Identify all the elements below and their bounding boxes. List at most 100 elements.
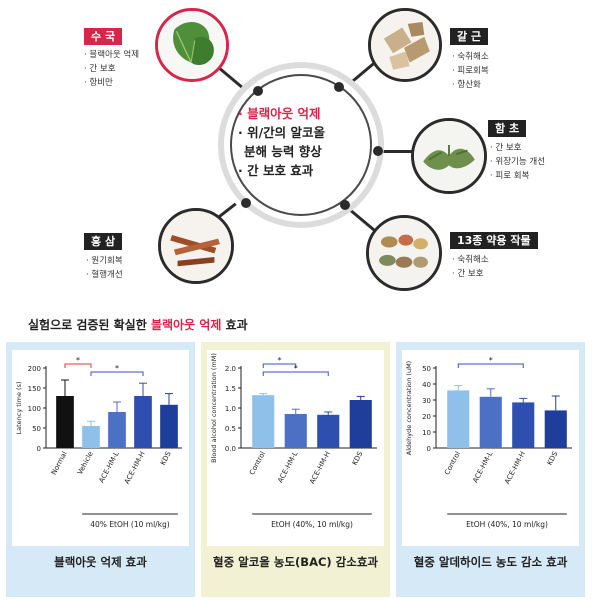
bar	[82, 426, 100, 448]
y-tick-label: 2.0	[225, 365, 236, 373]
latency-chart: 0 50 100 150 200 Latency time (s) Normal Vehicl…	[15, 356, 182, 529]
x-axis-label: EtOH (40%, 10 ml/kg)	[271, 520, 353, 529]
x-tick-label: ACE-HM-H	[308, 450, 332, 485]
bar	[108, 412, 126, 448]
significance-bracket	[262, 363, 297, 368]
chart-frame: 0 50 100 150 200 Latency time (s) Normal Vehicl…	[12, 350, 189, 546]
chart-frame: 0 10 20 30 40 50 Aldehyde concentration (uM) Co…	[402, 350, 579, 546]
center-line: · 간 보호 효과	[238, 163, 314, 178]
chart-frame: 0.0 0.5 1.0 1.5 2.0 Blood alcohol concentrati…	[207, 350, 384, 546]
herb-benefit: · 피로 회복	[490, 171, 530, 181]
bar	[252, 395, 275, 448]
center-ring-inner	[230, 74, 372, 216]
bar	[544, 410, 567, 448]
y-tick-label: 200	[28, 365, 41, 373]
y-tick-label: 0.0	[225, 445, 236, 453]
significance-bracket	[64, 363, 92, 368]
herb-benefit: · 숙취해소	[452, 255, 489, 265]
chart-panel-bac: 0.0 0.5 1.0 1.5 2.0 Blood alcohol concentrati…	[201, 342, 390, 597]
panel-caption: 혈중 알데하이드 농도 감소 효과	[413, 555, 568, 569]
chart-panel-blackout: 0 50 100 150 200 Latency time (s) Normal Vehicl…	[6, 342, 195, 597]
herb-benefit: · 원기회복	[86, 256, 123, 266]
herbal-powders-icon	[366, 215, 442, 291]
y-tick-label: 0	[37, 445, 41, 453]
y-axis-label: Blood alcohol concentration (mM)	[210, 353, 218, 463]
y-tick-label: 1.5	[225, 385, 236, 393]
y-tick-label: 0.5	[225, 425, 236, 433]
x-tick-label: ACE-HM-L	[471, 450, 494, 484]
aldehyde-chart: 0 10 20 30 40 50 Aldehyde concentration (uM) Co…	[405, 356, 572, 529]
connector-dot	[241, 198, 251, 208]
infographic: · 블랙아웃 억제 · 위/간의 알코올 분해 능력 향상 · 간 보호 효과 …	[84, 8, 546, 291]
center-benefits: · 블랙아웃 억제 · 위/간의 알코올 분해 능력 향상 · 간 보호 효과	[238, 104, 368, 180]
significance-bracket	[262, 371, 329, 376]
x-axis-label: EtOH (40%, 10 ml/kg)	[466, 520, 548, 529]
x-tick-label: ACE-HM-L	[276, 450, 299, 484]
panel-caption: 혈중 알코올 농도(BAC) 감소효과	[212, 555, 378, 569]
x-tick-label: KDS	[351, 450, 365, 467]
connector-dot	[334, 82, 344, 92]
bar	[512, 402, 535, 448]
y-tick-label: 50	[32, 425, 41, 433]
hydrangea-leaf-icon	[155, 8, 229, 82]
significance-marker: *	[76, 356, 80, 365]
center-line: · 위/간의 알코올	[238, 125, 326, 140]
section-headline: 실험으로 검증된 확실한 블랙아웃 억제 효과	[28, 316, 248, 333]
bar	[349, 400, 372, 448]
red-ginseng-icon	[158, 208, 234, 284]
x-tick-label: Control	[248, 450, 267, 476]
herb-label-yakyong: 13종 약용 작물	[450, 232, 538, 249]
herb-benefit: · 숙취해소	[452, 52, 489, 62]
bar	[160, 404, 178, 448]
connector-hamcho	[378, 150, 418, 153]
herb-benefit: · 간 보호	[490, 143, 522, 153]
herb-benefit: · 피로회복	[452, 66, 489, 76]
connector-dot	[340, 200, 350, 210]
herb-benefit: · 간 보호	[84, 64, 116, 74]
center-line: 분해 능력 향상	[244, 144, 322, 159]
significance-marker: *	[278, 356, 282, 365]
herb-benefit: · 항비만	[84, 78, 113, 88]
y-tick-label: 1.0	[225, 405, 236, 413]
x-axis-label: 40% EtOH (10 ml/kg)	[90, 520, 170, 529]
bar	[447, 390, 470, 448]
y-axis-label: Latency time (s)	[15, 382, 23, 435]
x-tick-label: Control	[443, 450, 462, 476]
herb-label-suguk: 수 국	[84, 28, 123, 45]
connector-dot	[253, 86, 263, 96]
herb-benefit: · 혈행개선	[86, 270, 123, 280]
significance-marker: *	[294, 364, 298, 373]
headline-highlight: 블랙아웃 억제	[150, 318, 222, 332]
significance-bracket	[457, 363, 524, 368]
center-line: · 블랙아웃 억제	[238, 106, 321, 121]
bar	[317, 414, 340, 448]
x-tick-label: ACE-HM-H	[123, 450, 147, 485]
y-tick-label: 0	[427, 445, 431, 453]
y-tick-label: 100	[28, 405, 41, 413]
kudzu-root-icon	[368, 8, 442, 82]
y-tick-label: 150	[28, 385, 41, 393]
y-tick-label: 50	[422, 365, 431, 373]
headline-text: 실험으로 검증된 확실한	[28, 318, 151, 332]
herb-benefit: · 항산화	[452, 80, 481, 90]
x-tick-label: KDS	[546, 450, 560, 467]
x-tick-label: Normal	[50, 450, 69, 476]
panel-caption: 블랙아웃 억제 효과	[54, 555, 147, 569]
bac-chart: 0.0 0.5 1.0 1.5 2.0 Blood alcohol concentrati…	[210, 353, 377, 529]
bar	[134, 396, 152, 448]
significance-bracket	[90, 371, 144, 376]
herb-benefit: · 간 보호	[452, 269, 484, 279]
bar	[479, 396, 502, 448]
herb-benefit: · 위장기능 개선	[490, 157, 546, 167]
glasswort-icon	[411, 118, 487, 194]
x-tick-label: KDS	[159, 450, 173, 467]
significance-marker: *	[489, 356, 493, 365]
connector-dot	[373, 146, 383, 156]
herb-label-galgeun: 갈 근	[450, 28, 489, 45]
herb-label-hamcho: 함 초	[488, 120, 527, 137]
significance-marker: *	[115, 364, 119, 373]
herb-label-hongsam: 홍 삼	[84, 233, 123, 250]
y-tick-label: 10	[422, 429, 431, 437]
bar	[284, 414, 307, 448]
x-tick-label: ACE-HM-L	[98, 450, 121, 484]
